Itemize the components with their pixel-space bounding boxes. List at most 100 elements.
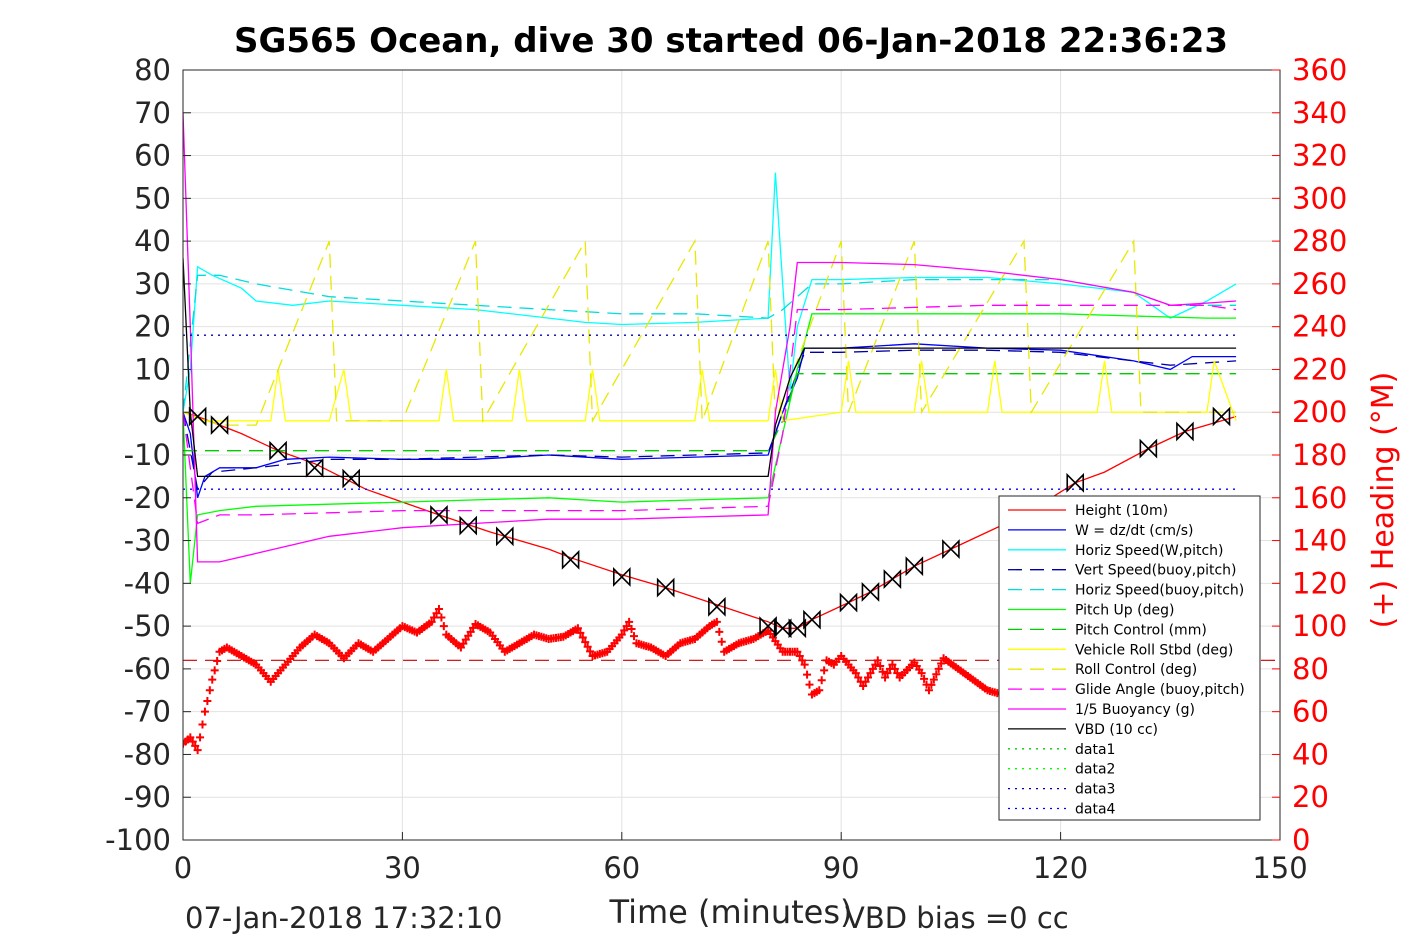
series-line: [183, 360, 1237, 422]
heading-point: [820, 666, 829, 675]
legend-label: W = dz/dt (cm/s): [1075, 523, 1194, 539]
heading-point: [430, 613, 439, 622]
apogee-marker: [656, 577, 675, 598]
legend-label: 1/5 Buoyancy (g): [1075, 702, 1195, 718]
y-right-tick-label: 60: [1292, 695, 1329, 729]
y-right-tick-label: 280: [1292, 224, 1347, 258]
heading-point: [851, 669, 860, 678]
apogee-marker: [788, 618, 807, 639]
heading-point: [439, 622, 448, 631]
heading-point: [188, 737, 197, 746]
legend-label: Roll Control (deg): [1075, 662, 1197, 678]
heading-point: [927, 680, 936, 689]
apogee-marker: [188, 406, 207, 427]
heading-point: [878, 667, 887, 676]
y-tick-label: 30: [134, 267, 171, 301]
y-tick-label: -40: [124, 566, 171, 600]
series-line: [183, 274, 1237, 413]
heading-point: [871, 660, 880, 669]
y-tick-label: -30: [124, 524, 171, 558]
y-right-tick-label: 120: [1292, 566, 1347, 600]
heading-point: [427, 617, 436, 626]
heading-point: [890, 664, 899, 673]
heading-point: [876, 662, 885, 671]
heading-point: [629, 632, 638, 641]
y-tick-label: -10: [124, 438, 171, 472]
heading-point: [434, 605, 443, 613]
footer-vbd-bias: VBD bias =0 cc: [845, 901, 1069, 935]
marker-layer: [188, 406, 1231, 639]
y-tick-label: -70: [124, 695, 171, 729]
y-right-tick-label: 160: [1292, 481, 1347, 515]
x-tick-label: 30: [384, 851, 421, 885]
heading-point: [929, 675, 938, 684]
y-right-tick-label: 100: [1292, 609, 1347, 643]
y-tick-label: 20: [134, 310, 171, 344]
heading-point: [881, 673, 890, 682]
heading-point: [937, 659, 946, 668]
y-right-tick-label: 200: [1292, 395, 1347, 429]
heading-point: [193, 746, 202, 755]
x-tick-label: 60: [603, 851, 640, 885]
series-line: [183, 258, 1237, 478]
legend-label: data1: [1075, 742, 1115, 758]
chart-title: SG565 Ocean, dive 30 started 06-Jan-2018…: [234, 21, 1228, 61]
heading-point: [573, 624, 582, 633]
heading-point: [883, 669, 892, 678]
heading-point: [581, 638, 590, 647]
apogee-marker: [883, 569, 902, 589]
series-line: [183, 112, 1237, 563]
heading-point: [893, 669, 902, 678]
heading-point: [208, 675, 217, 684]
series-line: [183, 313, 1237, 584]
apogee-marker: [342, 468, 361, 489]
y-right-tick-label: 360: [1292, 53, 1347, 87]
heading-point: [576, 628, 585, 637]
heading-point: [210, 666, 219, 675]
y-tick-label: 60: [134, 139, 171, 173]
x-axis-label: Time (minutes): [609, 893, 853, 931]
heading-point: [873, 656, 882, 665]
y-tick-label: -50: [124, 609, 171, 643]
heading-point: [196, 733, 205, 742]
heading-point: [868, 664, 877, 673]
heading-point: [866, 669, 875, 678]
y-right-tick-label: 300: [1292, 181, 1347, 215]
legend-label: Pitch Up (deg): [1075, 603, 1174, 619]
heading-point: [200, 707, 209, 716]
legend-label: Horiz Speed(buoy,pitch): [1075, 583, 1244, 599]
apogee-marker: [495, 526, 514, 547]
apogee-marker: [269, 440, 287, 461]
legend-label: Pitch Control (mm): [1075, 622, 1207, 638]
heading-layer: [183, 605, 1007, 755]
heading-point: [586, 647, 595, 656]
legend-label: data4: [1075, 802, 1116, 818]
y-tick-label: 40: [134, 224, 171, 258]
heading-point: [625, 617, 634, 626]
series-line: [183, 349, 1237, 491]
y-tick-label: -100: [105, 823, 171, 857]
heading-point: [437, 613, 446, 622]
heading-point: [432, 609, 441, 618]
x-tick-label: 150: [1252, 851, 1307, 885]
legend: Height (10m) W = dz/dt (cm/s) Horiz Speed(…: [998, 495, 1261, 821]
apogee-marker: [305, 457, 324, 478]
heading-point: [186, 733, 195, 742]
apogee-marker: [905, 556, 924, 577]
heading-point: [203, 696, 212, 705]
heading-point: [617, 630, 626, 639]
heading-point: [191, 741, 200, 750]
right-axis-label: (+) Heading (°M): [1366, 372, 1401, 629]
y-tick-label: -90: [124, 780, 171, 814]
heading-point: [198, 720, 207, 729]
x-tick-label: 120: [1033, 851, 1088, 885]
legend-label: data2: [1075, 762, 1115, 778]
apogee-marker: [759, 616, 777, 637]
heading-point: [861, 677, 870, 686]
heading-point: [793, 647, 802, 656]
apogee-marker: [430, 504, 448, 525]
y-right-tick-label: 180: [1292, 438, 1347, 472]
y-right-tick-label: 20: [1292, 780, 1329, 814]
